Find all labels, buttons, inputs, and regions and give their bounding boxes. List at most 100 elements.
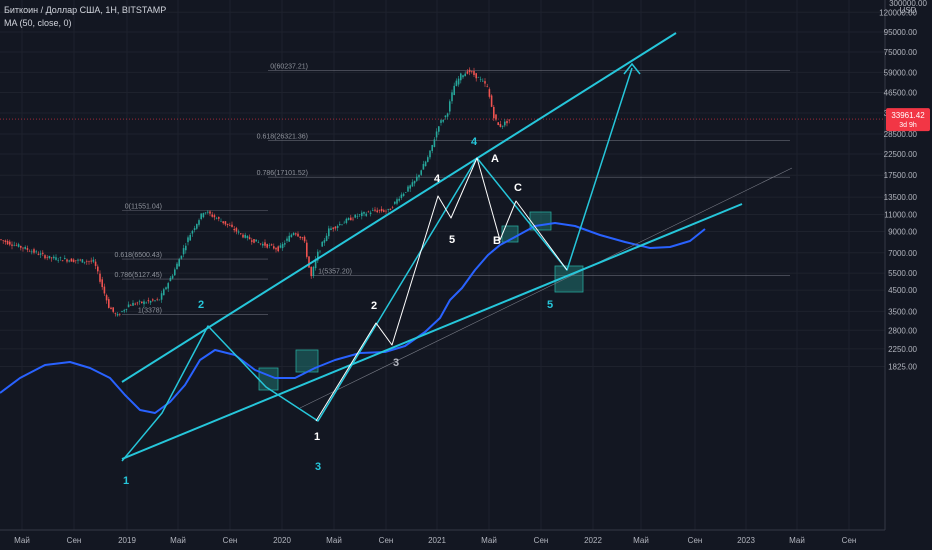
time-tick-label: Сен bbox=[534, 536, 549, 545]
candle-body bbox=[196, 223, 198, 229]
countdown-label: 3d 9h bbox=[899, 122, 917, 129]
candle-body bbox=[248, 237, 251, 240]
plot-area[interactable] bbox=[0, 0, 885, 530]
candle-body bbox=[125, 308, 128, 310]
candle-body bbox=[332, 227, 334, 229]
candle-body bbox=[240, 233, 242, 234]
candle-body bbox=[389, 208, 392, 211]
channel-lower-line bbox=[121, 203, 743, 460]
price-tick-label: 28500.00 bbox=[884, 130, 918, 139]
candle-body bbox=[193, 228, 196, 230]
candle-body bbox=[50, 257, 53, 259]
time-tick-label: Сен bbox=[67, 536, 82, 545]
price-tick-label: 95000.00 bbox=[884, 28, 918, 37]
price-tick-label: 13500.00 bbox=[884, 193, 918, 202]
time-tick-label: 2019 bbox=[118, 536, 136, 545]
time-tick-label: Сен bbox=[223, 536, 238, 545]
candle-body bbox=[281, 243, 284, 249]
candle-body bbox=[427, 157, 429, 162]
candle-body bbox=[94, 261, 97, 266]
candle-body bbox=[165, 287, 167, 290]
candle-body bbox=[416, 176, 418, 181]
candle-body bbox=[103, 286, 106, 294]
candle-body bbox=[141, 301, 143, 303]
candle-body bbox=[138, 301, 141, 302]
fib-level-label: 0(60237.21) bbox=[270, 64, 308, 71]
candle-body bbox=[299, 236, 301, 238]
price-tick-label: 5500.00 bbox=[888, 269, 917, 278]
candle-body bbox=[90, 260, 92, 262]
price-tick-label: 7000.00 bbox=[888, 249, 917, 258]
candle-body bbox=[163, 289, 165, 296]
candle-body bbox=[336, 225, 339, 228]
time-tick-label: Май bbox=[481, 536, 497, 545]
candle-body bbox=[438, 126, 440, 132]
candle-body bbox=[380, 208, 383, 212]
candle-body bbox=[72, 259, 75, 263]
channel-upper-line bbox=[121, 32, 677, 383]
target-arrowhead bbox=[623, 62, 641, 75]
candle-body bbox=[237, 231, 240, 233]
candle-body bbox=[367, 211, 370, 213]
candle-body bbox=[0, 239, 2, 240]
candle-body bbox=[37, 253, 40, 255]
price-tick-label: 120000.00 bbox=[879, 8, 917, 17]
time-axis[interactable]: Май Сен 2019 Май Сен 2020 Май Сен 2021 Май Сен 2022… bbox=[14, 536, 856, 545]
candle-body bbox=[35, 251, 37, 253]
price-tick-label: 46500.00 bbox=[884, 89, 918, 98]
candle-body bbox=[385, 210, 387, 212]
candle-body bbox=[182, 248, 185, 255]
candle-body bbox=[499, 124, 502, 127]
price-axis[interactable]: 1825.00 2250.00 2800.00 3500.00 4500.00 5500.… bbox=[879, 0, 917, 372]
candle-body bbox=[119, 314, 121, 315]
candle-body bbox=[286, 238, 288, 241]
candle-body bbox=[178, 259, 180, 267]
candle-body bbox=[504, 121, 506, 126]
time-tick-label: Май bbox=[170, 536, 186, 545]
candle-body bbox=[33, 249, 35, 253]
candle-body bbox=[372, 210, 374, 211]
candle-body bbox=[440, 120, 442, 123]
candle-body bbox=[330, 228, 332, 230]
candle-body bbox=[121, 311, 123, 312]
candle-body bbox=[92, 259, 95, 262]
candle-body bbox=[422, 164, 425, 170]
candle-body bbox=[11, 244, 13, 246]
indicator-title[interactable]: MA (50, close, 0) bbox=[4, 18, 72, 28]
price-tick-label: 3500.00 bbox=[888, 307, 917, 316]
candle-body bbox=[482, 80, 484, 82]
candle-body bbox=[429, 150, 431, 158]
candle-body bbox=[198, 220, 200, 225]
candle-body bbox=[376, 210, 378, 213]
wave-label: 1 bbox=[314, 431, 320, 443]
candle-body bbox=[246, 235, 249, 238]
candle-body bbox=[200, 213, 202, 219]
candle-body bbox=[257, 242, 260, 243]
candle-body bbox=[105, 295, 108, 301]
candle-body bbox=[444, 115, 447, 118]
candle-body bbox=[53, 256, 55, 259]
candle-body bbox=[255, 239, 257, 242]
candle-body bbox=[46, 257, 48, 259]
candle-body bbox=[231, 224, 233, 227]
candle-body bbox=[484, 81, 486, 84]
candle-body bbox=[442, 119, 444, 122]
candle-body bbox=[493, 106, 495, 119]
candle-body bbox=[468, 69, 471, 73]
candle-body bbox=[341, 224, 343, 226]
candle-body bbox=[464, 73, 466, 77]
symbol-title[interactable]: Биткоин / Доллар США, 1H, BITSTAMP bbox=[4, 5, 167, 15]
candle-body bbox=[308, 256, 310, 268]
fib-level-label: 0.618(26321.36) bbox=[257, 134, 308, 141]
candle-body bbox=[292, 232, 295, 236]
candle-body bbox=[185, 245, 187, 251]
candle-body bbox=[211, 214, 213, 217]
candle-body bbox=[361, 212, 363, 217]
candle-body bbox=[253, 239, 255, 243]
candle-body bbox=[235, 228, 238, 232]
candle-body bbox=[226, 223, 229, 225]
fib-level-label: 1(5357.20) bbox=[318, 268, 352, 275]
candle-body bbox=[224, 221, 227, 225]
candle-body bbox=[279, 245, 282, 248]
